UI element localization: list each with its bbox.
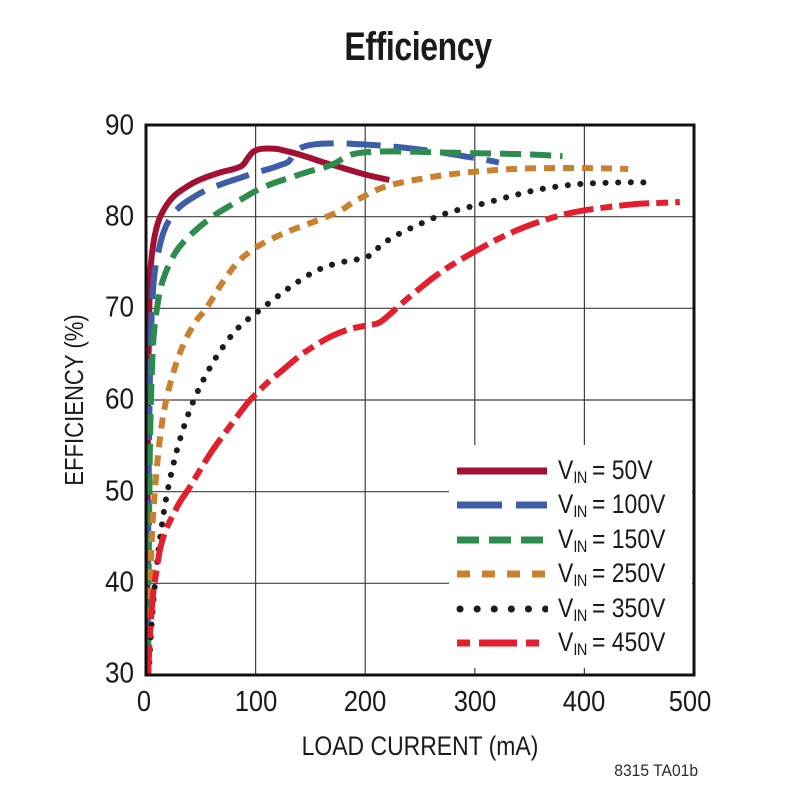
legend-label: VIN = 150V [558, 523, 666, 556]
x-tick-200: 200 [343, 686, 387, 718]
plot-frame [144, 123, 696, 677]
x-tick-500: 500 [668, 686, 712, 718]
legend-label: VIN = 50V [558, 454, 653, 487]
legend-line-vin-350-icon [456, 605, 548, 613]
series-curve-4 [147, 179, 659, 674]
legend-label: VIN = 250V [558, 557, 666, 590]
y-tick-30: 30 [104, 657, 134, 690]
y-tick-70: 70 [104, 291, 134, 324]
x-tick-400: 400 [562, 686, 606, 718]
legend-item-vin-50: VIN = 50V [456, 454, 669, 488]
y-tick-40: 40 [104, 566, 134, 599]
y-tick-50: 50 [104, 475, 134, 508]
legend-line-vin-450-icon [457, 639, 547, 647]
x-axis-label: LOAD CURRENT (mA) [301, 731, 539, 761]
legend-item-vin-150: VIN = 150V [456, 523, 684, 557]
legend: VIN = 50V VIN = 100V VIN = 150V VIN = 250V V… [449, 445, 692, 668]
series-curve-2 [147, 148, 563, 674]
legend-label: VIN = 350V [558, 592, 666, 625]
legend-label: VIN = 100V [558, 488, 666, 521]
y-tick-60: 60 [104, 383, 134, 416]
x-tick-100: 100 [234, 686, 278, 718]
legend-line-vin-100-icon [457, 501, 547, 509]
legend-label: VIN = 450V [558, 626, 666, 659]
legend-item-vin-100: VIN = 100V [456, 488, 684, 522]
legend-line-vin-250-icon [457, 570, 547, 578]
chart-title: Efficiency [344, 25, 492, 69]
figure-reference: 8315 TA01b [614, 761, 698, 780]
legend-item-vin-450: VIN = 450V [456, 626, 684, 660]
legend-line-vin-150-icon [457, 536, 547, 544]
legend-item-vin-250: VIN = 250V [456, 557, 684, 591]
series-curve-0 [147, 145, 390, 674]
legend-line-vin-50-icon [457, 467, 547, 475]
x-tick-300: 300 [453, 686, 497, 718]
y-tick-90: 90 [104, 109, 134, 142]
legend-item-vin-350: VIN = 350V [456, 592, 684, 626]
x-tick-0: 0 [136, 686, 152, 718]
y-tick-80: 80 [104, 200, 134, 233]
series-curve-5 [147, 199, 680, 674]
